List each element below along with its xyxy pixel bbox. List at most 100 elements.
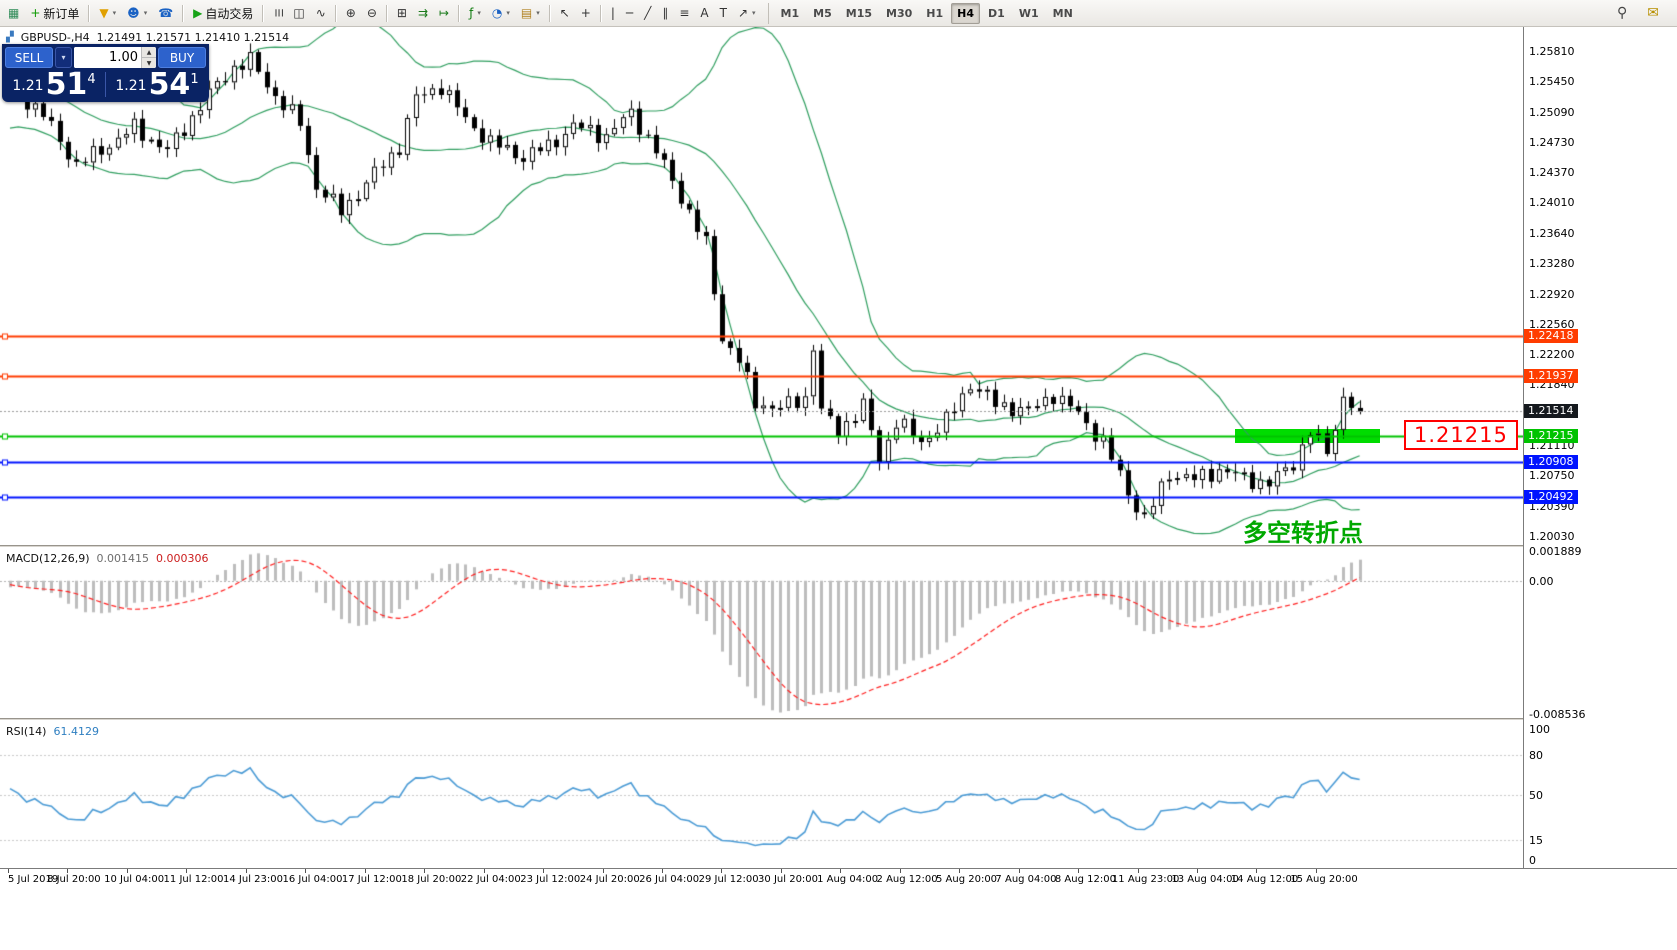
time-tick — [543, 869, 545, 873]
time-axis-label: 10 Jul 04:00 — [104, 874, 165, 885]
volume-dropdown-button[interactable]: ▾ — [55, 47, 72, 68]
trendline-button[interactable]: ╱ — [639, 3, 656, 24]
toolbar-separator — [182, 4, 185, 22]
new-order-button-label: 新订单 — [43, 6, 80, 21]
panel-separator-macd[interactable] — [0, 545, 1677, 548]
hline-price-tag: 1.20492 — [1524, 490, 1578, 505]
timeframe-m5-button[interactable]: M5 — [813, 6, 832, 20]
timeframe-d1-button[interactable]: D1 — [988, 6, 1005, 20]
templates-icon: ▤ — [520, 6, 533, 20]
autotrading-button-label: 自动交易 — [205, 6, 254, 21]
text-button[interactable]: A — [695, 3, 713, 24]
timeframe-m15-button[interactable]: M15 — [845, 6, 873, 20]
macd-value-signal: 0.000306 — [156, 552, 209, 565]
time-tick — [1078, 869, 1080, 873]
zoom-out-icon: ⊖ — [366, 6, 377, 20]
timeframe-h1-button[interactable]: H1 — [926, 6, 944, 20]
equidistant-channel-button[interactable]: ∥ — [657, 3, 673, 24]
turning-point-annotation[interactable]: 多空转折点 — [1243, 519, 1363, 547]
volume-increase-button[interactable]: ▲ — [142, 47, 156, 58]
app-logo-icon: ▦ — [8, 6, 20, 20]
tile-windows-button[interactable]: ⊞ — [392, 3, 412, 24]
time-axis-label: 17 Jul 12:00 — [341, 874, 402, 885]
panel-separator-rsi[interactable] — [0, 718, 1677, 721]
time-tick — [305, 869, 307, 873]
time-tick — [1197, 869, 1198, 873]
buy-price-display: 1.21 54 1 — [108, 70, 206, 99]
timeframe-m1-button[interactable]: M1 — [780, 6, 800, 20]
time-axis-label: 5 Jul 2019 — [8, 874, 59, 885]
horizontal-line-button[interactable]: ─ — [621, 3, 638, 24]
time-axis-label: 2 Aug 12:00 — [876, 874, 938, 885]
time-tick — [1018, 869, 1020, 873]
arrows-button[interactable]: ↗ ▾ — [733, 3, 761, 24]
price-axis[interactable]: 1.25810 1.25450 1.25090 1.24730 1.24370 1.240… — [1523, 27, 1677, 868]
time-axis[interactable]: 5 Jul 2019 8 Jul 20:00 10 Jul 04:00 11 Jul … — [0, 868, 1677, 892]
price-axis-label: 1.25090 — [1529, 105, 1575, 119]
bar-chart-button[interactable]: ☰ — [268, 3, 287, 24]
sell-price-big: 51 — [45, 67, 88, 102]
volume-input[interactable] — [74, 47, 141, 68]
time-axis-label: 24 Jul 20:00 — [579, 874, 640, 885]
vertical-line-button[interactable]: | — [606, 3, 620, 24]
chevron-down-icon: ▾ — [752, 9, 756, 17]
time-tick — [424, 869, 426, 873]
price-annotation-label[interactable]: 1.21215 — [1404, 420, 1518, 451]
hline-price-tag: 1.20908 — [1524, 455, 1578, 470]
market-watch-button[interactable]: ☎ — [153, 3, 178, 24]
profiles-button[interactable]: ☻ ▾ — [122, 3, 152, 24]
auto-scroll-button[interactable]: ⇉ — [413, 3, 433, 24]
chart-canvas[interactable] — [0, 27, 1523, 868]
price-axis-label: 1.20750 — [1529, 469, 1575, 483]
search-button[interactable]: ⚲ — [1612, 3, 1632, 24]
new-order-icon: + — [30, 6, 41, 20]
price-axis-label: 1.20030 — [1529, 529, 1575, 543]
community-button[interactable]: ✉ — [1642, 3, 1664, 24]
sell-price-sup: 4 — [87, 72, 96, 87]
hline-price-tag: 1.21937 — [1524, 368, 1578, 383]
timeframe-w1-button[interactable]: W1 — [1018, 6, 1039, 20]
macd-title: MACD(12,26,9) — [6, 552, 90, 565]
fibonacci-icon: ≡ — [679, 6, 690, 20]
timeframe-mn-button[interactable]: MN — [1052, 6, 1073, 20]
cursor-button[interactable]: ↖ — [555, 3, 575, 24]
zoom-out-button[interactable]: ⊖ — [362, 3, 382, 24]
volume-decrease-button[interactable]: ▼ — [142, 58, 156, 68]
price-axis-label: 1.25810 — [1529, 45, 1575, 59]
autotrading-button[interactable]: ▶ 自动交易 — [188, 3, 258, 24]
fibonacci-button[interactable]: ≡ — [674, 3, 694, 24]
chevron-down-icon: ▾ — [112, 9, 117, 17]
buy-button[interactable]: BUY — [158, 47, 206, 68]
line-chart-button[interactable]: ∿ — [311, 3, 331, 24]
time-tick — [126, 869, 128, 873]
toolbar-separator — [385, 4, 388, 22]
time-axis-label: 16 Jul 04:00 — [282, 874, 343, 885]
price-divider — [105, 72, 106, 97]
new-order-button[interactable]: + 新订单 — [25, 3, 84, 24]
time-tick — [661, 869, 663, 873]
crosshair-button[interactable]: + — [576, 3, 596, 24]
chart-ohlc-header: ▞ GBPUSD-,H4 1.21491 1.21571 1.21410 1.2… — [6, 31, 289, 44]
hline-price-tag: 1.22418 — [1524, 328, 1578, 343]
timeframe-h4-button[interactable]: H4 — [951, 2, 981, 24]
time-axis-label: 5 Aug 20:00 — [935, 874, 998, 885]
candlestick-icon: ◫ — [293, 6, 305, 20]
volume-control: ▲ ▼ — [74, 47, 156, 68]
timeframe-bar: M1 M5 M15 M30 H1 H4 D1 W1 MN — [767, 2, 1079, 24]
timeframe-m30-button[interactable]: M30 — [886, 6, 913, 20]
time-axis-label: 8 Jul 20:00 — [47, 874, 101, 885]
chart-icon: ▞ — [6, 32, 14, 43]
text-label-button[interactable]: T — [715, 3, 732, 24]
chart-shift-button[interactable]: ↦ — [434, 3, 454, 24]
indicators-button[interactable]: ƒ ▾ — [464, 3, 486, 24]
toolbar-separator — [334, 4, 337, 22]
templates-button[interactable]: ▤ ▾ — [516, 3, 545, 24]
sell-button[interactable]: SELL — [5, 47, 53, 68]
periods-button[interactable]: ◔ ▾ — [487, 3, 515, 24]
new-chart-button[interactable]: ▼ ▾ — [94, 3, 121, 24]
time-tick — [780, 869, 782, 873]
text-icon: A — [700, 6, 709, 20]
candlestick-chart-button[interactable]: ◫ — [288, 3, 309, 24]
time-axis-label: 11 Aug 23:00 — [1111, 874, 1180, 885]
zoom-in-button[interactable]: ⊕ — [341, 3, 361, 24]
